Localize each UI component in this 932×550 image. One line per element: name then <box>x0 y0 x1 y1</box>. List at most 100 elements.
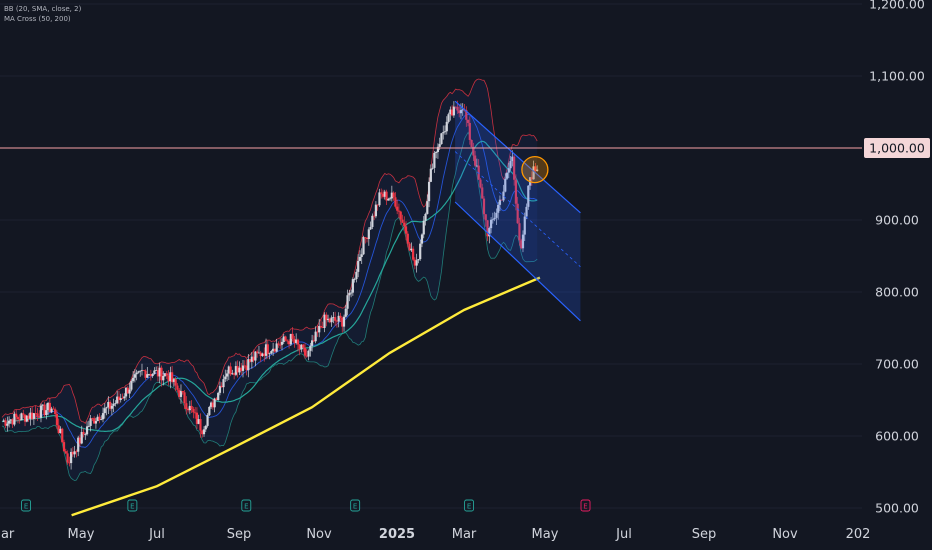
candle-body <box>243 365 246 367</box>
candle-body <box>300 344 303 350</box>
candle-body <box>305 355 308 357</box>
candle-body <box>13 413 16 425</box>
x-tick-label: Sep <box>692 527 717 542</box>
candle-body <box>507 168 510 173</box>
candle-body <box>390 192 393 199</box>
highlight-circle[interactable] <box>521 155 549 184</box>
candle-body <box>222 379 225 388</box>
x-tick-label: 2025 <box>379 527 415 542</box>
candle-body <box>121 398 124 399</box>
candle-body <box>443 131 447 133</box>
candle-body <box>474 155 477 166</box>
candle-body <box>447 114 450 122</box>
candle-body <box>240 367 243 371</box>
earnings-marker[interactable] <box>350 499 361 512</box>
candle-body <box>277 343 280 345</box>
candle-body <box>374 204 378 217</box>
candle-body <box>116 396 119 404</box>
candle-body <box>452 106 455 116</box>
candle-body <box>123 396 126 399</box>
candle-body <box>264 344 268 356</box>
candle-body <box>493 217 496 220</box>
candle-body <box>100 419 103 421</box>
candle-body <box>45 410 48 415</box>
y-tick-label: 900.00 <box>875 213 919 228</box>
candle-body <box>436 146 440 152</box>
candle-body <box>6 423 9 426</box>
candle-body <box>73 451 76 455</box>
candle-body <box>330 317 333 323</box>
earnings-marker[interactable] <box>127 499 138 512</box>
candle-body <box>298 344 301 350</box>
candle-body <box>360 254 363 257</box>
candle-body <box>57 425 60 434</box>
candle-body <box>477 165 480 180</box>
channel-lower-line[interactable] <box>454 201 581 322</box>
candle-body <box>521 234 525 249</box>
candle-body <box>438 144 441 147</box>
candle-body <box>153 370 156 375</box>
candle-body <box>87 425 90 427</box>
candle-body <box>357 260 360 272</box>
candle-body <box>139 370 142 372</box>
candle-body <box>325 314 328 321</box>
candle-body <box>497 204 500 213</box>
x-tick-label: Jul <box>148 527 165 542</box>
candle-body <box>98 416 101 421</box>
candle-body <box>489 219 493 229</box>
candle-body <box>31 412 34 419</box>
y-tick-label: 700.00 <box>875 357 919 372</box>
candle-body <box>208 406 211 415</box>
candle-body <box>451 109 454 116</box>
candle-body <box>419 243 422 260</box>
candle-body <box>59 428 62 434</box>
price-tag[interactable] <box>864 138 930 158</box>
candle-body <box>29 412 32 419</box>
candle-body <box>15 413 18 418</box>
candle-body <box>525 206 528 217</box>
earnings-marker[interactable] <box>580 499 591 512</box>
candle-body <box>48 402 51 413</box>
candle-body <box>11 419 14 425</box>
candle-body <box>211 402 214 408</box>
candle-body <box>334 317 337 321</box>
candle-body <box>176 385 179 390</box>
candle-body <box>82 432 85 435</box>
earnings-marker[interactable] <box>464 499 475 512</box>
ma-legend[interactable]: MA Cross (50, 200) <box>4 15 71 23</box>
bb-legend[interactable]: BB (20, SMA, close, 2) <box>4 5 82 13</box>
candle-body <box>282 336 285 342</box>
candle-body <box>513 156 516 180</box>
candle-body <box>2 420 5 422</box>
candle-body <box>236 366 239 373</box>
candle-body <box>355 271 358 280</box>
channel-fill <box>455 101 581 321</box>
candle-body <box>440 133 443 145</box>
candle-body <box>206 414 209 426</box>
candle-body <box>486 220 489 237</box>
channel-upper-line[interactable] <box>454 100 581 214</box>
candle-body <box>481 187 484 199</box>
candle-body <box>319 325 323 328</box>
candle-body <box>346 295 349 309</box>
candle-body <box>328 318 331 323</box>
x-tick-label: Sep <box>227 527 252 542</box>
earnings-marker-label: E <box>130 503 134 511</box>
candle-body <box>296 339 300 345</box>
candle-body <box>172 379 175 382</box>
candle-body <box>247 359 250 371</box>
candle-body <box>27 415 30 419</box>
candle-body <box>408 243 411 251</box>
candle-body <box>392 192 395 198</box>
candle-body <box>110 405 113 409</box>
candle-body <box>378 192 381 206</box>
candle-body <box>498 199 502 205</box>
candle-body <box>454 106 457 108</box>
candle-body <box>312 340 315 342</box>
earnings-marker[interactable] <box>21 499 31 512</box>
candle-body <box>144 370 147 378</box>
earnings-marker[interactable] <box>241 499 252 512</box>
candle-body <box>381 193 385 197</box>
candle-body <box>169 372 172 382</box>
